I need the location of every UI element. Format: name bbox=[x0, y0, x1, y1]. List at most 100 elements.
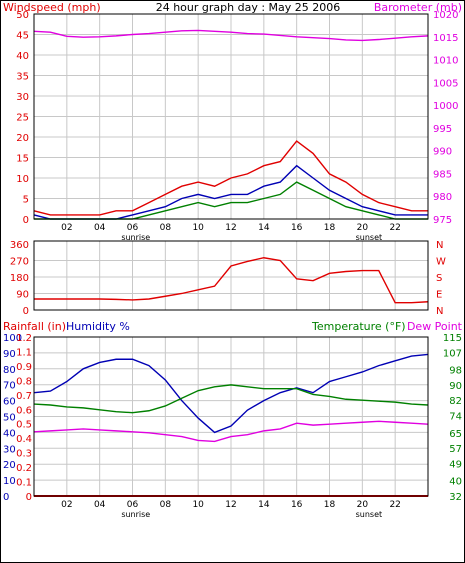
wind-plot-frame bbox=[33, 13, 429, 220]
rainfall-tick-label: 0.3 bbox=[16, 449, 32, 460]
compass-label: S bbox=[436, 273, 442, 284]
temperature-tick-label: 57 bbox=[449, 444, 462, 455]
dew_point-line bbox=[33, 420, 429, 443]
compass-label: N bbox=[436, 240, 443, 251]
x-tick-label: 20 bbox=[357, 500, 369, 510]
rainfall-tick-label: 1.1 bbox=[16, 347, 32, 358]
x-tick-label: 08 bbox=[160, 223, 172, 233]
x-tick-label: 12 bbox=[225, 500, 236, 510]
temperature-tick-label: 65 bbox=[449, 429, 462, 440]
wind-tick-label: 0 bbox=[23, 215, 29, 226]
humidity-tick-label: 70 bbox=[3, 381, 16, 392]
x-tick-label: 02 bbox=[61, 500, 72, 510]
x-tick-label: 14 bbox=[258, 223, 270, 233]
humidity-axis-label: Humidity % bbox=[66, 320, 130, 333]
rainfall-axis-label: Rainfall (in) bbox=[3, 320, 66, 333]
sunset-label: sunset bbox=[356, 233, 383, 242]
rainfall-tick-label: 1.2 bbox=[16, 333, 32, 344]
wind-tick-label: 30 bbox=[16, 92, 29, 103]
x-tick-label: 08 bbox=[160, 500, 172, 510]
x-tick-label: 06 bbox=[127, 223, 139, 233]
direction-tick-label: 90 bbox=[16, 290, 29, 301]
humidity-tick-label: 100 bbox=[3, 333, 22, 344]
direction-tick-label: 180 bbox=[10, 273, 29, 284]
barometer-tick-label: 980 bbox=[433, 192, 452, 203]
humidity-temperature-panel: Rainfall (in) Humidity % Temperature (°F… bbox=[3, 320, 463, 519]
wind-tick-label: 15 bbox=[16, 154, 29, 165]
x-tick-label: 22 bbox=[389, 500, 400, 510]
compass-label: W bbox=[436, 257, 446, 268]
temperature-tick-label: 74 bbox=[449, 412, 462, 423]
barometer-tick-label: 995 bbox=[433, 124, 452, 135]
humidity-line bbox=[33, 353, 429, 434]
sunrise-label: sunrise bbox=[121, 233, 150, 242]
barometer-tick-label: 975 bbox=[433, 215, 452, 226]
humidity-tick-label: 80 bbox=[3, 365, 16, 376]
barometer-tick-label: 1020 bbox=[433, 10, 458, 21]
humidity-tick-label: 90 bbox=[3, 349, 16, 360]
wind-tick-label: 10 bbox=[16, 174, 29, 185]
wind-tick-label: 40 bbox=[16, 51, 29, 62]
temperature-tick-label: 32 bbox=[449, 492, 462, 503]
rainfall-tick-label: 0.4 bbox=[16, 434, 32, 445]
barometer-tick-label: 1005 bbox=[433, 78, 458, 89]
x-tick-label: 04 bbox=[94, 223, 106, 233]
sunset-label: sunset bbox=[356, 510, 383, 519]
temperature-tick-label: 49 bbox=[449, 459, 462, 470]
wind_direction-line bbox=[34, 257, 429, 304]
temperature-axis-label: Temperature (°F) bbox=[311, 320, 406, 333]
wind-tick-label: 20 bbox=[16, 133, 29, 144]
wind-tick-label: 50 bbox=[16, 10, 29, 21]
windspeed-axis-label: Windspeed (mph) bbox=[3, 1, 101, 14]
wind-tick-label: 25 bbox=[16, 113, 29, 124]
rainfall-tick-label: 0.7 bbox=[16, 391, 32, 402]
x-tick-label: 22 bbox=[389, 223, 400, 233]
x-tick-label: 10 bbox=[192, 500, 204, 510]
x-tick-label: 04 bbox=[94, 500, 106, 510]
sunrise-label: sunrise bbox=[121, 510, 150, 519]
x-tick-label: 12 bbox=[225, 223, 236, 233]
x-tick-label: 18 bbox=[324, 500, 336, 510]
compass-label: N bbox=[436, 306, 443, 317]
humidity-tick-label: 50 bbox=[3, 413, 16, 424]
humidity-tick-label: 40 bbox=[3, 428, 16, 439]
humidity-tick-label: 60 bbox=[3, 397, 16, 408]
x-tick-label: 06 bbox=[127, 500, 139, 510]
humidity-tick-label: 30 bbox=[3, 444, 16, 455]
temperature-tick-label: 82 bbox=[449, 396, 462, 407]
rainfall-tick-label: 0 bbox=[26, 492, 32, 503]
direction-tick-label: 0 bbox=[23, 306, 29, 317]
wind-barometer-panel: 24 hour graph day : May 25 2006 Windspee… bbox=[3, 1, 462, 242]
barometer-tick-label: 985 bbox=[433, 169, 452, 180]
humidity-tick-label: 10 bbox=[3, 476, 16, 487]
humidity-tick-label: 0 bbox=[3, 492, 9, 503]
barometer-axis-label: Barometer (mb) bbox=[374, 1, 462, 14]
rainfall-tick-label: 0.1 bbox=[16, 478, 32, 489]
rainfall-tick-label: 0.6 bbox=[16, 405, 32, 416]
dew-point-axis-label: Dew Point bbox=[407, 320, 463, 333]
wind_gust-line bbox=[33, 140, 428, 216]
wind-tick-label: 45 bbox=[16, 31, 29, 42]
temperature-tick-label: 115 bbox=[443, 333, 462, 344]
humidity-tick-label: 20 bbox=[3, 460, 16, 471]
x-tick-label: 20 bbox=[357, 223, 369, 233]
temperature-line bbox=[33, 384, 429, 414]
rainfall-tick-label: 0.9 bbox=[16, 362, 32, 373]
chart-title: 24 hour graph day : May 25 2006 bbox=[156, 1, 341, 14]
barometer-tick-label: 990 bbox=[433, 147, 452, 158]
direction-tick-label: 270 bbox=[10, 257, 29, 268]
temperature-tick-label: 107 bbox=[443, 348, 462, 359]
barometer-tick-label: 1015 bbox=[433, 33, 458, 44]
x-tick-label: 18 bbox=[324, 223, 336, 233]
barometer-tick-label: 1010 bbox=[433, 56, 458, 67]
compass-label: E bbox=[436, 290, 442, 301]
x-tick-label: 16 bbox=[291, 500, 303, 510]
rainfall-tick-label: 0.5 bbox=[16, 420, 32, 431]
direction-plot-frame bbox=[33, 240, 429, 311]
x-tick-label: 02 bbox=[61, 223, 72, 233]
wind-tick-label: 5 bbox=[23, 195, 29, 206]
x-tick-label: 16 bbox=[291, 223, 303, 233]
